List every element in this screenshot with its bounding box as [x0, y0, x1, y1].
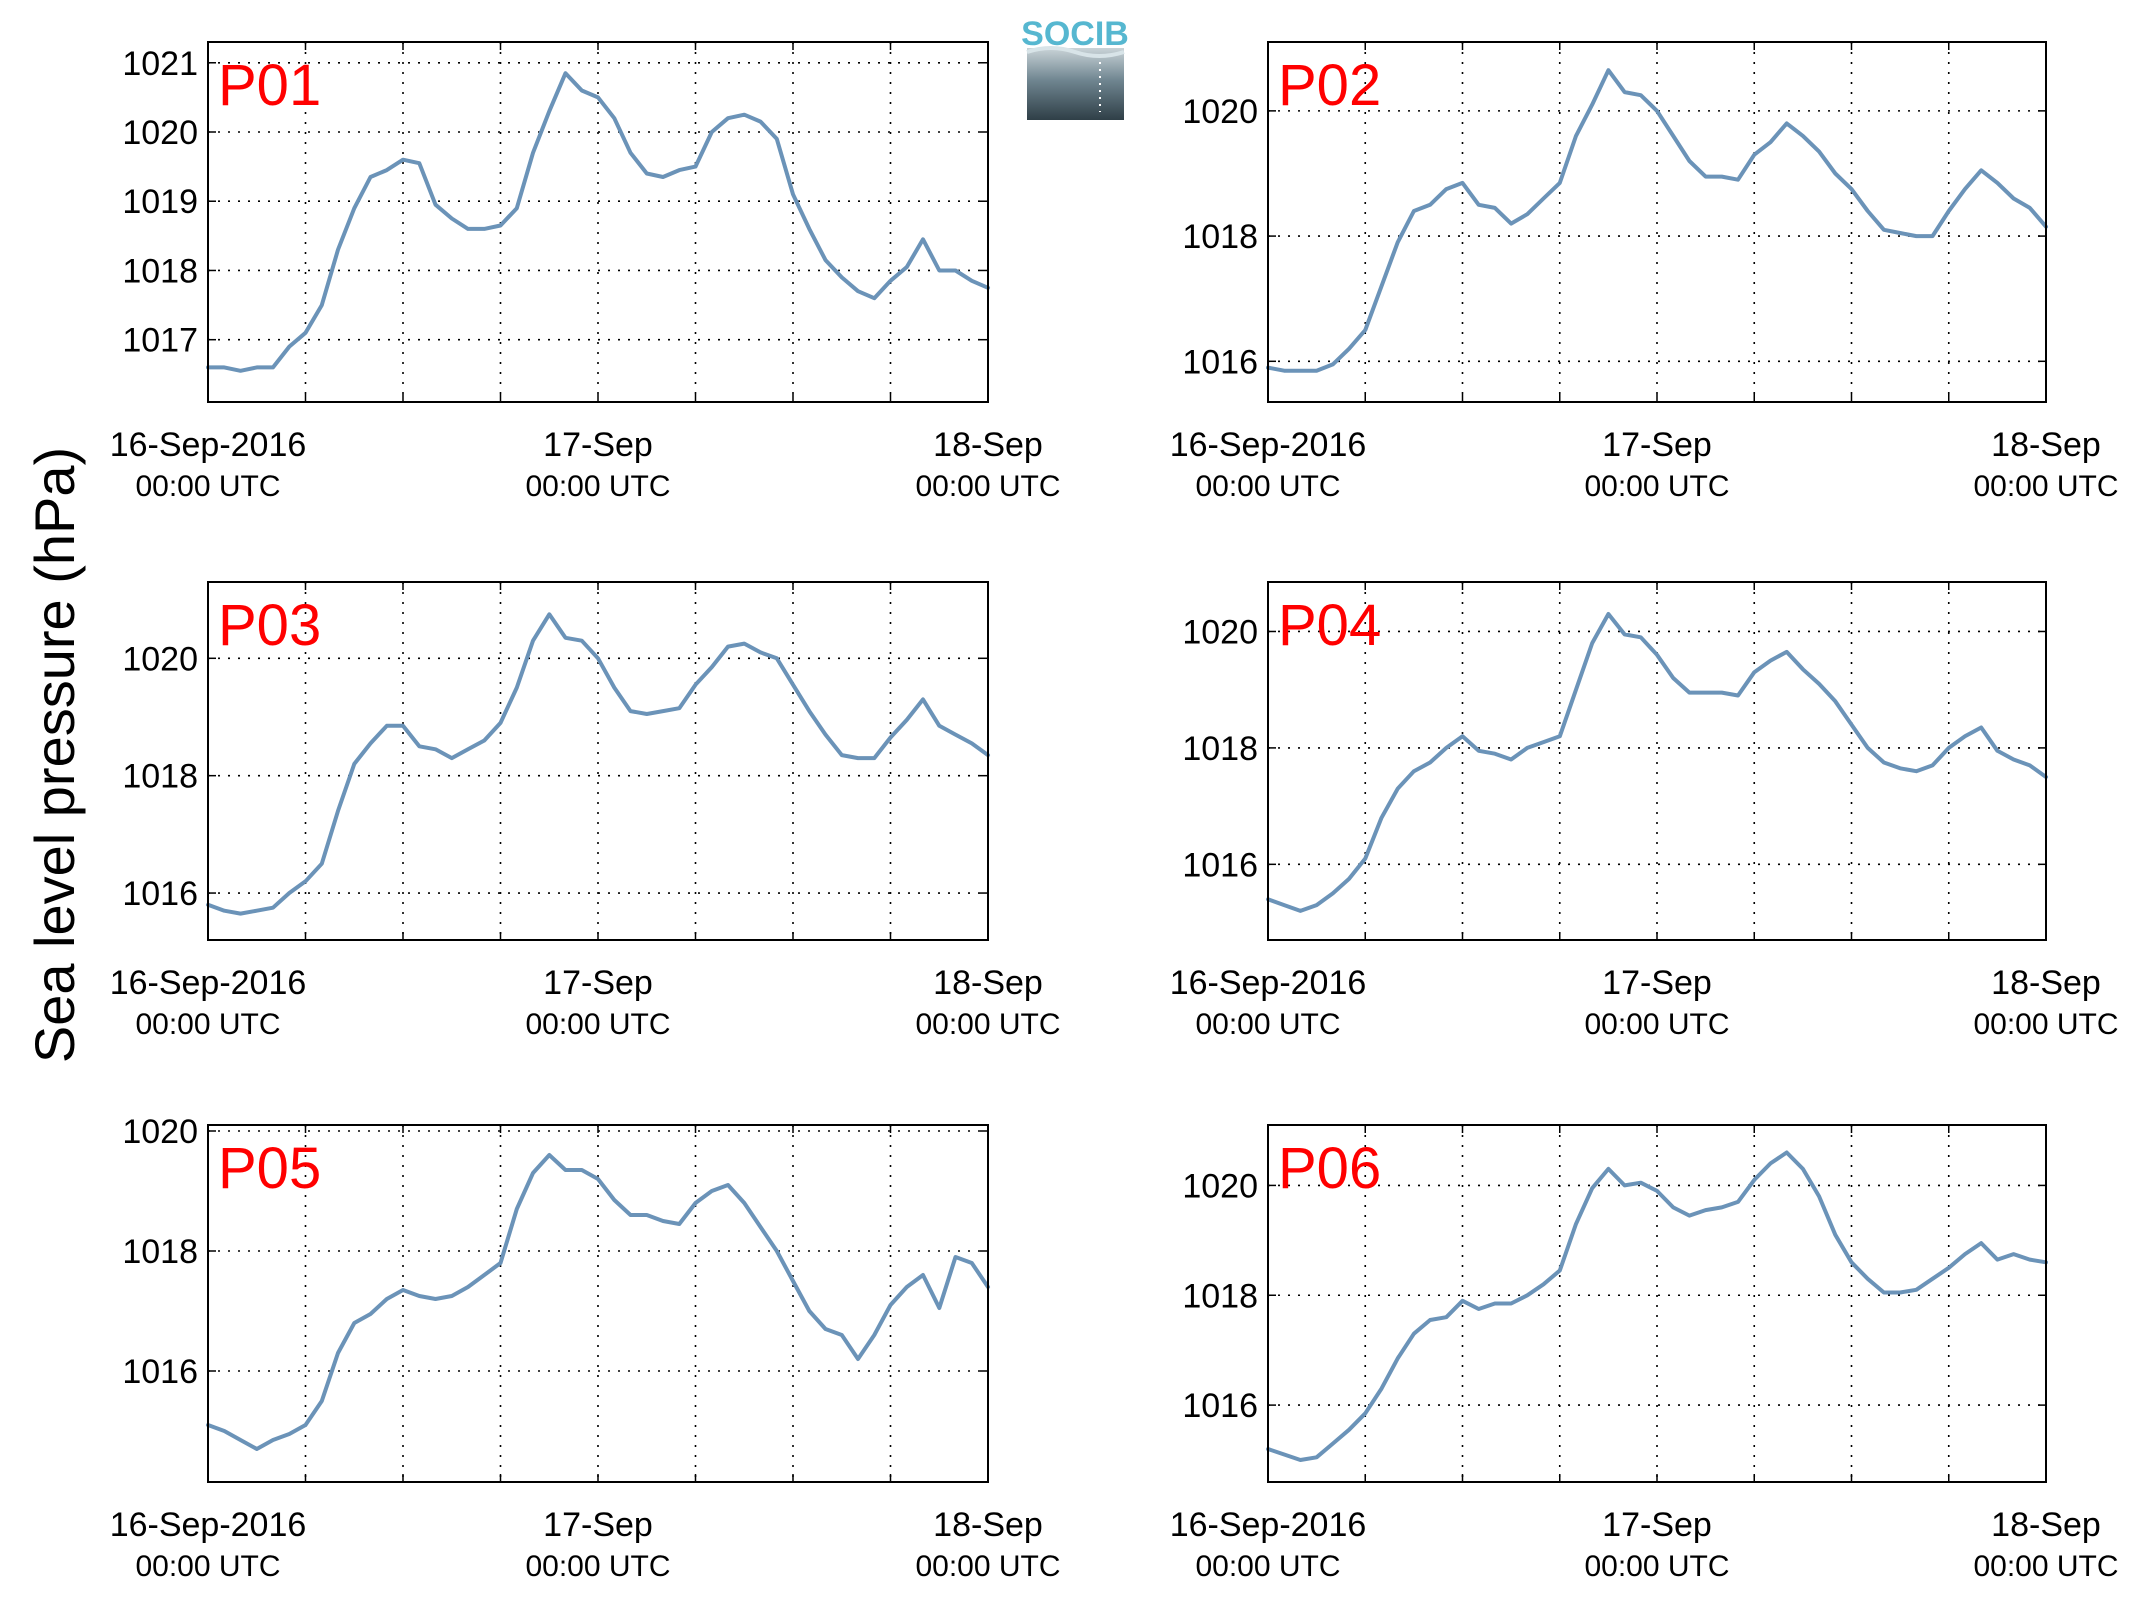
x-tick-sublabel: 00:00 UTC	[1973, 1550, 2118, 1583]
series-line	[206, 71, 990, 373]
axes-frame	[207, 1124, 989, 1483]
chart-panel-p05: 1016 1018 1020 P05 16-Sep-2016 00:00 UTC 17-Se…	[110, 1113, 1061, 1583]
y-tick-label: 1017	[122, 322, 198, 360]
x-tick-sublabel: 00:00 UTC	[1973, 1008, 2118, 1041]
x-tick-sublabel: 00:00 UTC	[1195, 1550, 1340, 1583]
x-tick-sublabel: 00:00 UTC	[525, 1550, 670, 1583]
axes-frame	[207, 581, 989, 941]
x-tick-label: 17-Sep	[543, 1506, 653, 1544]
x-tick-label: 18-Sep	[1991, 964, 2101, 1002]
y-tick-label: 1020	[1182, 1167, 1258, 1205]
x-tick-label: 18-Sep	[933, 964, 1043, 1002]
y-tick-label: 1016	[122, 875, 198, 913]
panel-label: P06	[1278, 1136, 1381, 1201]
x-tick-sublabel: 00:00 UTC	[915, 1550, 1060, 1583]
x-tick-label: 18-Sep	[933, 426, 1043, 464]
axes-frame	[1267, 41, 2047, 403]
y-tick-label: 1016	[1182, 846, 1258, 884]
y-tick-label: 1018	[122, 758, 198, 796]
panel-label: P02	[1278, 53, 1381, 118]
x-tick-sublabel: 00:00 UTC	[915, 470, 1060, 503]
x-tick-sublabel: 00:00 UTC	[1584, 470, 1729, 503]
x-tick-label: 16-Sep-2016	[1170, 426, 1367, 464]
y-tick-label: 1020	[122, 114, 198, 152]
series-line	[206, 1153, 990, 1451]
axes-frame	[207, 41, 989, 403]
chart-panels: 1017 1018 1019 1020 1021 P01 16-Sep-2016 00:00 …	[110, 41, 2119, 1583]
y-tick-label: 1020	[1182, 613, 1258, 651]
y-tick-label: 1016	[122, 1353, 198, 1391]
x-tick-label: 17-Sep	[1602, 964, 1712, 1002]
y-tick-label: 1018	[1182, 730, 1258, 768]
axes-frame	[1267, 1124, 2047, 1483]
x-tick-sublabel: 00:00 UTC	[1584, 1008, 1729, 1041]
x-tick-label: 18-Sep	[1991, 1506, 2101, 1544]
logo-text: SOCIB	[1021, 15, 1129, 53]
x-tick-label: 17-Sep	[1602, 426, 1712, 464]
chart-panel-p06: 1016 1018 1020 P06 16-Sep-2016 00:00 UTC 17-Se…	[1170, 1124, 2119, 1583]
x-tick-label: 18-Sep	[1991, 426, 2101, 464]
x-tick-label: 16-Sep-2016	[110, 964, 307, 1002]
x-tick-sublabel: 00:00 UTC	[1584, 1550, 1729, 1583]
y-tick-label: 1018	[1182, 1277, 1258, 1315]
chart-panel-p02: 1016 1018 1020 P02 16-Sep-2016 00:00 UTC 17-Se…	[1170, 41, 2119, 503]
x-tick-label: 17-Sep	[543, 964, 653, 1002]
x-tick-sublabel: 00:00 UTC	[135, 470, 280, 503]
panel-label: P05	[218, 1136, 321, 1201]
chart-panel-p01: 1017 1018 1019 1020 1021 P01 16-Sep-2016 00:00 …	[110, 41, 1061, 503]
socib-logo: SOCIB	[1021, 15, 1129, 120]
chart-panel-p04: 1016 1018 1020 P04 16-Sep-2016 00:00 UTC 17-Se…	[1170, 581, 2119, 1041]
y-tick-label: 1019	[122, 183, 198, 221]
series-line	[1266, 612, 2048, 913]
series-line	[206, 612, 990, 916]
y-tick-label: 1021	[122, 45, 198, 83]
x-tick-sublabel: 00:00 UTC	[915, 1008, 1060, 1041]
panel-label: P01	[218, 53, 321, 118]
x-tick-label: 16-Sep-2016	[110, 1506, 307, 1544]
x-tick-sublabel: 00:00 UTC	[525, 470, 670, 503]
y-tick-label: 1016	[1182, 343, 1258, 381]
series-line	[1266, 68, 2048, 373]
y-tick-label: 1018	[122, 1233, 198, 1271]
y-tick-label: 1020	[1182, 93, 1258, 131]
y-tick-label: 1018	[122, 252, 198, 290]
panel-label: P04	[1278, 593, 1381, 658]
x-tick-label: 17-Sep	[1602, 1506, 1712, 1544]
x-tick-sublabel: 00:00 UTC	[135, 1550, 280, 1583]
x-tick-sublabel: 00:00 UTC	[1973, 470, 2118, 503]
y-tick-label: 1020	[122, 640, 198, 678]
chart-panel-p03: 1016 1018 1020 P03 16-Sep-2016 00:00 UTC 17-Se…	[110, 581, 1061, 1041]
series-line	[1266, 1150, 2048, 1462]
x-tick-sublabel: 00:00 UTC	[1195, 470, 1340, 503]
y-tick-label: 1016	[1182, 1387, 1258, 1425]
x-tick-sublabel: 00:00 UTC	[135, 1008, 280, 1041]
x-tick-sublabel: 00:00 UTC	[525, 1008, 670, 1041]
y-tick-label: 1018	[1182, 218, 1258, 256]
x-tick-label: 16-Sep-2016	[1170, 964, 1367, 1002]
x-tick-label: 16-Sep-2016	[110, 426, 307, 464]
panel-label: P03	[218, 593, 321, 658]
axes-frame	[1267, 581, 2047, 941]
y-tick-label: 1020	[122, 1113, 198, 1151]
x-tick-label: 18-Sep	[933, 1506, 1043, 1544]
x-tick-label: 16-Sep-2016	[1170, 1506, 1367, 1544]
x-tick-sublabel: 00:00 UTC	[1195, 1008, 1340, 1041]
x-tick-label: 17-Sep	[543, 426, 653, 464]
y-axis-label: Sea level pressure (hPa)	[23, 447, 86, 1063]
